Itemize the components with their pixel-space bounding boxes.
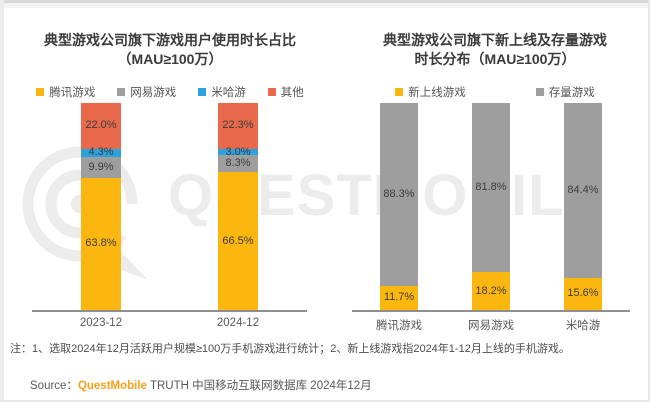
bar-segment: 22.0% [81, 103, 121, 149]
legend-item: 腾讯游戏 [36, 84, 95, 100]
legend-item: 其他 [267, 84, 304, 100]
frame-border-top [0, 0, 650, 3]
segment-value-label: 3.0% [225, 145, 251, 158]
source-database: TRUTH 中国移动互联网数据库 2024年12月 [146, 380, 372, 392]
x-axis-label: 2023-12 [79, 317, 123, 329]
bar-segment: 15.6% [564, 277, 602, 310]
bar-segment: 18.2% [472, 272, 510, 310]
x-axis-label: 腾讯游戏 [376, 320, 422, 332]
chart-title-line1: 典型游戏公司旗下新上线及存量游戏 [383, 32, 607, 48]
legend-label: 腾讯游戏 [49, 87, 96, 99]
segment-value-label: 11.7% [383, 291, 415, 304]
source-brand: QuestMobile [77, 380, 147, 392]
stacked-bar: 81.8% 18.2% [472, 103, 510, 310]
chart-title-line1: 典型游戏公司旗下游戏用户使用时长占比 [44, 32, 296, 48]
source-line: Source：QuestMobile TRUTH 中国移动互联网数据库 2024… [30, 377, 372, 393]
frame-border-bottom [0, 400, 650, 402]
segment-value-label: 8.3% [225, 157, 251, 170]
bar-segment: 8.3% [218, 155, 258, 173]
segment-value-label: 81.8% [475, 181, 507, 194]
x-axis-label: 2024-12 [216, 317, 260, 329]
legend-swatch [395, 88, 404, 96]
legend-item: 存量游戏 [535, 84, 595, 100]
chart-title-line2: 时长分布（MAU≥100万） [414, 51, 576, 67]
legend-swatch [535, 88, 544, 96]
x-axis-label: 网易游戏 [468, 320, 514, 332]
legend-usage-share: 腾讯游戏 网易游戏 米哈游 其他 [20, 84, 320, 100]
stacked-bar: 22.3% 3.0% 8.3% 66.5% [218, 102, 258, 310]
bar-segment: 66.5% [218, 172, 258, 310]
frame-border-top-inner [0, 3, 650, 8]
segment-value-label: 4.3% [88, 146, 114, 159]
legend-label: 米哈游 [211, 87, 246, 99]
stacked-bar: 22.0% 4.3% 9.9% 63.8% [81, 103, 121, 310]
legend-swatch [36, 88, 45, 96]
bar-segment: 9.9% [81, 157, 121, 178]
legend-label: 新上线游戏 [408, 87, 466, 99]
bar-segment: 4.3% [81, 146, 121, 159]
legend-swatch [117, 88, 126, 96]
segment-value-label: 22.0% [85, 119, 117, 132]
legend-new-vs-existing: 新上线游戏 存量游戏 [340, 84, 650, 100]
segment-value-label: 88.3% [383, 187, 415, 200]
segment-value-label: 18.2% [475, 284, 507, 297]
chart-title-usage-share: 典型游戏公司旗下游戏用户使用时长占比 （MAU≥100万） [20, 31, 320, 69]
legend-label: 其他 [280, 87, 304, 99]
legend-item: 网易游戏 [117, 84, 176, 100]
legend-swatch [198, 88, 207, 96]
bar-segment: 22.3% [218, 102, 258, 149]
segment-value-label: 84.4% [567, 183, 599, 196]
legend-item: 米哈游 [198, 84, 246, 100]
bar-segment: 81.8% [472, 103, 510, 273]
source-label: Source： [30, 380, 78, 392]
segment-value-label: 15.6% [567, 287, 599, 300]
legend-item: 新上线游戏 [395, 84, 466, 100]
legend-swatch [267, 88, 276, 96]
bar-segment: 88.3% [380, 103, 418, 286]
plot-area-new-vs-existing: 88.3% 11.7% 81.8% 18.2% 84.4% 15.6% [352, 103, 630, 312]
bar-segment: 84.4% [564, 103, 602, 278]
note-text: 注：1、选取2024年12月活跃用户规模≥100万手机游戏进行统计；2、新上线游… [10, 343, 570, 355]
x-axis-label: 米哈游 [565, 320, 601, 332]
stacked-bar: 88.3% 11.7% [380, 103, 418, 310]
frame-border-left [0, 0, 4, 402]
segment-value-label: 63.8% [85, 237, 117, 250]
segment-value-label: 22.3% [222, 119, 254, 132]
chart-title-new-vs-existing: 典型游戏公司旗下新上线及存量游戏 时长分布（MAU≥100万） [340, 31, 650, 69]
legend-label: 网易游戏 [130, 87, 177, 99]
plot-area-usage-share: 22.0% 4.3% 9.9% 63.8% 22.3% 3.0% 8.3% 66.5% [32, 102, 307, 312]
stacked-bar: 84.4% 15.6% [564, 103, 602, 310]
segment-value-label: 9.9% [88, 161, 114, 174]
bar-segment: 63.8% [81, 177, 121, 310]
chart-title-line2: （MAU≥100万） [117, 51, 223, 67]
frame-border-right [648, 0, 650, 402]
bar-segment: 3.0% [218, 145, 258, 158]
legend-label: 存量游戏 [548, 87, 595, 99]
bar-segment: 11.7% [380, 285, 418, 310]
segment-value-label: 66.5% [222, 234, 254, 247]
